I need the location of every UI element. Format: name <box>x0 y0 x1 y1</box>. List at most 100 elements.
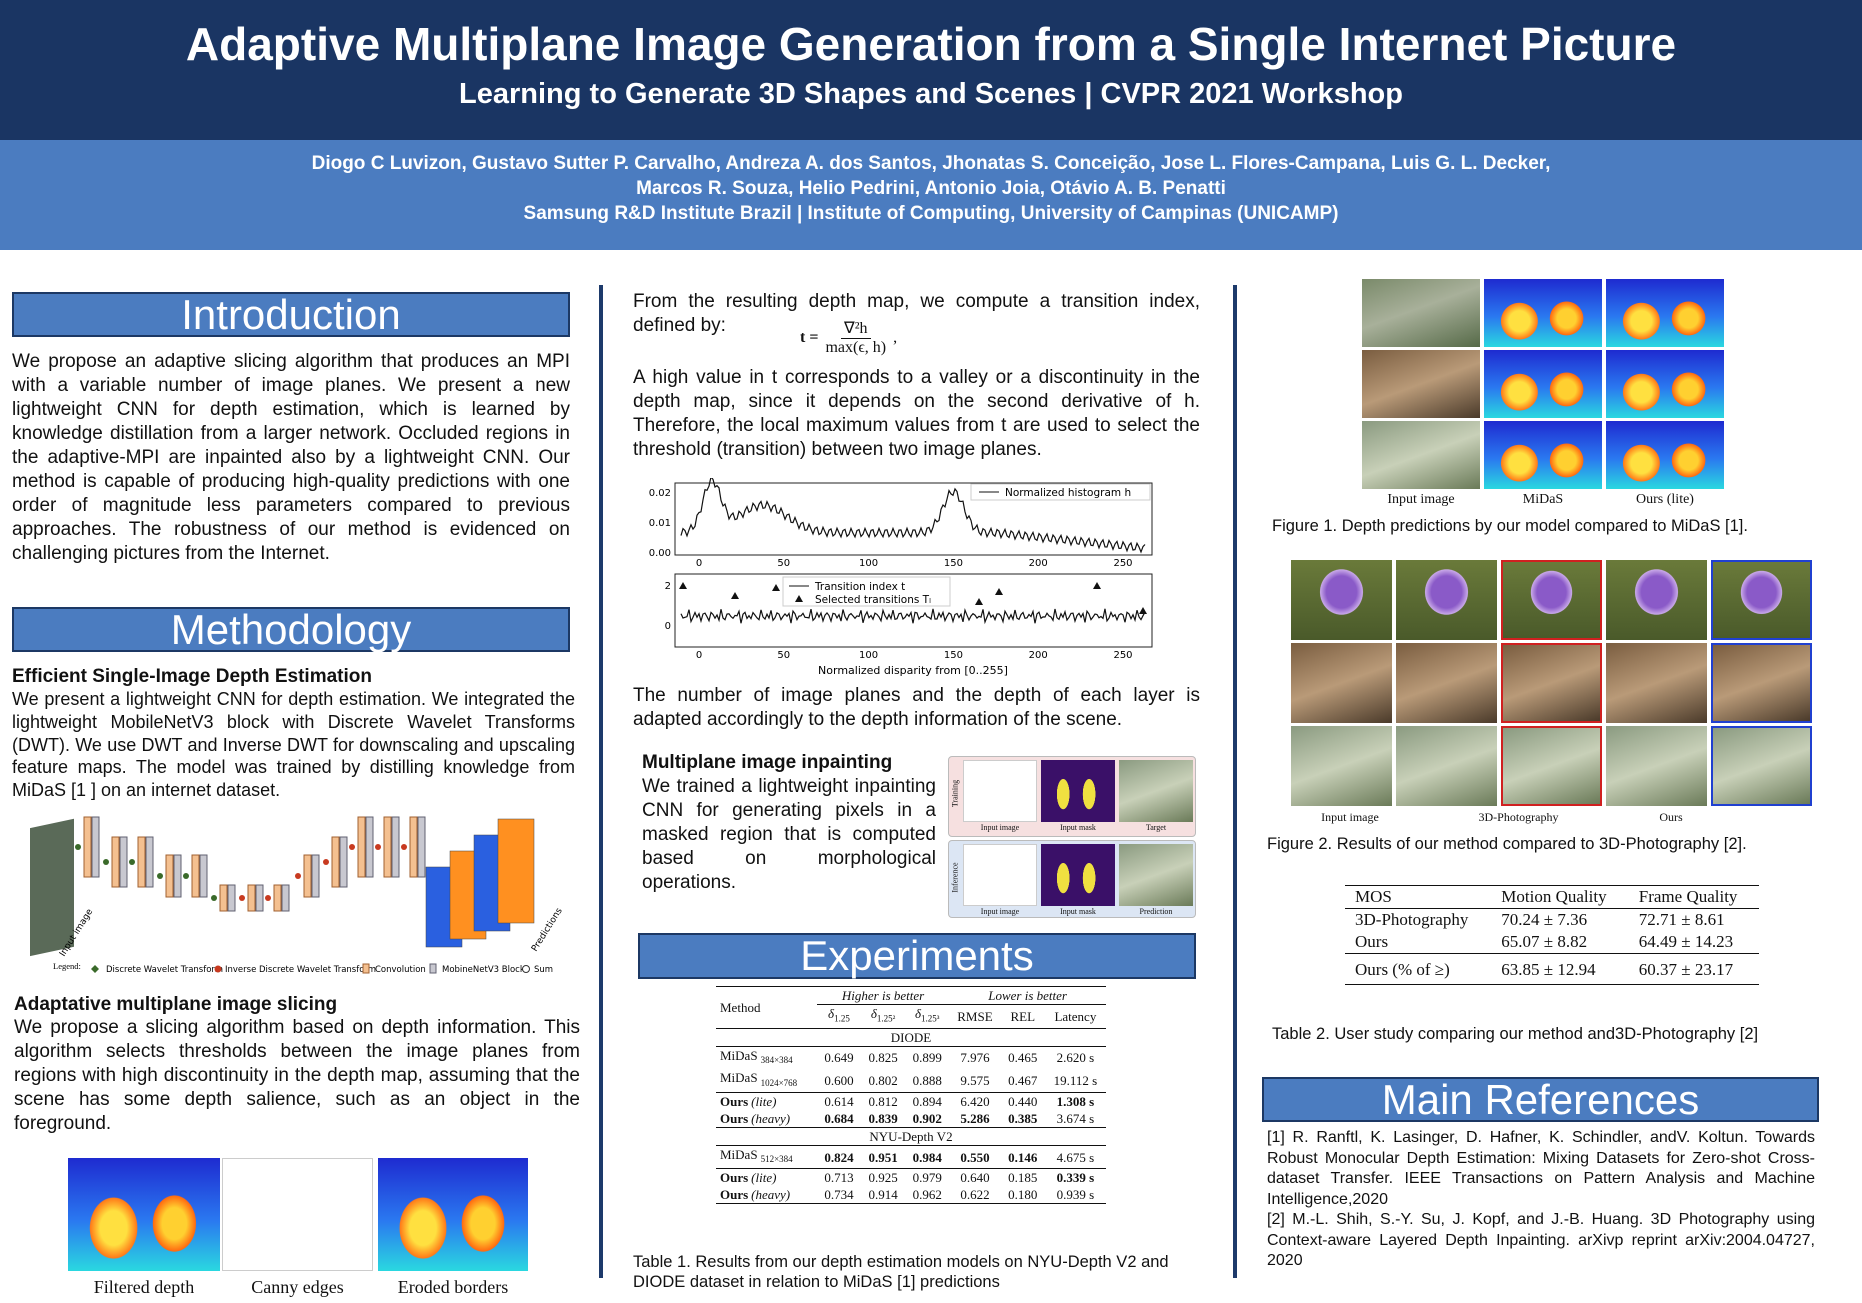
value-cell: 0.465 <box>1008 1050 1038 1066</box>
figure-image <box>1484 350 1602 418</box>
section-heading: Introduction <box>12 292 570 337</box>
method-header: Method <box>720 999 761 1015</box>
inpaint-panel: Training Input image Input mask Target <box>948 756 1196 837</box>
column-symbol: δ <box>870 1006 877 1021</box>
transition-marker <box>772 584 780 591</box>
legend-icon <box>522 965 530 973</box>
legend-text: Inverse Discrete Wavelet Transform <box>225 965 376 975</box>
subsection-title: Efficient Single-Image Depth Estimation <box>12 666 372 687</box>
dwt-node <box>349 844 355 850</box>
x-tick-label: 0 <box>696 558 702 569</box>
column-symbol: δ <box>828 1006 835 1021</box>
mobilenet-block <box>255 884 264 912</box>
section-heading: Methodology <box>12 607 570 652</box>
table-cell: Ours <box>1355 932 1389 951</box>
conv-block <box>331 836 340 888</box>
transition-conclusion: The number of image planes and the depth… <box>633 685 1200 730</box>
value-cell: 0.385 <box>1008 1110 1038 1126</box>
x-tick-label: 50 <box>777 650 790 661</box>
image-label: Ours (lite) <box>1636 492 1694 507</box>
value-cell: 0.339 s <box>1056 1170 1095 1186</box>
table-row: Ours 65.07 ± 8.82 64.49 ± 14.23 <box>1345 931 1759 954</box>
inpaint-image <box>1119 760 1193 822</box>
transition-curve <box>680 608 1146 625</box>
user-study-table: MOS Motion Quality Frame Quality 3D-Photogr… <box>1345 885 1759 985</box>
mobilenet-block <box>199 854 208 898</box>
figure-image <box>1606 421 1724 489</box>
y-tick-label: 0.01 <box>649 518 671 529</box>
mobilenet-block <box>391 816 400 878</box>
figure-image <box>1484 421 1602 489</box>
value-cell: 0.824 <box>824 1149 854 1165</box>
value-cell: 0.888 <box>912 1072 942 1088</box>
header-row: Method Higher is better Lower is better <box>716 986 1106 1015</box>
method-name: Ours <box>720 1110 749 1126</box>
intro-text: We propose an adaptive slicing algorithm… <box>12 351 570 564</box>
subsection-title: Adaptative multiplane image slicing <box>14 994 338 1015</box>
eroded-borders-image <box>378 1158 528 1271</box>
formula-fraction: ∇²h max(ϵ, h) <box>822 318 889 357</box>
table-row: Ours (lite) 0.713 0.925 0.979 0.640 0.185 0.339… <box>716 1168 1106 1187</box>
prediction-map <box>497 818 535 924</box>
legend-text: Transition index t <box>814 581 905 593</box>
figure-image <box>1362 350 1480 418</box>
figure-image <box>1606 560 1707 640</box>
affiliation-line: Samsung R&D Institute Brazil | Institute… <box>523 203 1339 224</box>
histogram-curve <box>680 478 1146 554</box>
value-cell: 1.308 s <box>1056 1093 1095 1109</box>
x-axis-label: Normalized disparity from [0..255] <box>818 664 1008 677</box>
author-line: Marcos R. Souza, Helio Pedrini, Antonio … <box>636 178 1226 199</box>
image-label: Input image <box>980 907 1020 916</box>
inpainting-text: We trained a lightweight inpainting CNN … <box>642 776 936 893</box>
value-cell: 3.674 s <box>1056 1110 1095 1126</box>
y-tick-label: 0 <box>665 621 671 632</box>
value-cell: 19.112 s <box>1053 1072 1098 1088</box>
column-header: δ1.25² <box>861 1005 905 1029</box>
figure-image <box>1291 726 1392 806</box>
figure-image <box>1362 279 1480 347</box>
value-cell: 7.976 <box>960 1050 990 1066</box>
plot-frame <box>674 482 1153 556</box>
conv-block <box>273 884 282 912</box>
column-header: Latency <box>1045 1005 1106 1029</box>
legend-icon <box>214 965 222 973</box>
transition-marker <box>1093 582 1101 589</box>
table-row: MiDaS 512×384 0.824 0.951 0.984 0.550 0.146 4.6… <box>716 1145 1106 1169</box>
mobilenet-block <box>339 836 348 888</box>
method-cell: MiDaS 512×384 <box>716 1145 817 1169</box>
reference: [1] R. Ranftl, K. Lasinger, D. Hafner, K… <box>1267 1129 1815 1208</box>
x-tick-label: 50 <box>777 558 790 569</box>
y-tick-label: 2 <box>665 581 671 592</box>
figure-caption: Figure 1. Depth predictions by our model… <box>1272 517 1748 535</box>
legend-text: MobineNetV3 Block <box>442 965 525 975</box>
value-cell: 0.802 <box>868 1072 898 1088</box>
table-cell: 65.07 ± 8.82 <box>1501 932 1588 951</box>
formula-numerator: ∇²h <box>841 318 871 339</box>
method-cell: Ours (lite) <box>716 1092 817 1110</box>
canny-edges-image <box>222 1158 373 1271</box>
value-cell: 0.962 <box>912 1187 942 1203</box>
table-cell: Ours (% of ≥) <box>1355 960 1450 979</box>
x-tick-label: 100 <box>859 650 878 661</box>
section-name: DIODE <box>890 1029 932 1045</box>
inpaint-panel: Inference Input image Input mask Prediction <box>948 840 1196 918</box>
section-name: NYU-Depth V2 <box>869 1128 953 1144</box>
legend-icon <box>429 963 437 974</box>
value-cell: 0.914 <box>868 1187 898 1203</box>
figure-image <box>1711 726 1812 806</box>
legend-text: Discrete Wavelet Transform <box>106 965 223 975</box>
method-name: Ours <box>720 1170 749 1186</box>
architecture-figure: Input image Predictions Legend: Discrete… <box>30 816 565 975</box>
figure-image <box>1362 421 1480 489</box>
legend-box <box>782 576 951 607</box>
x-tick-label: 200 <box>1029 558 1048 569</box>
architecture-blocks <box>75 816 535 948</box>
conv-block <box>165 854 174 898</box>
conv-block <box>83 816 92 878</box>
table-caption: Table 1. Results from our depth estimati… <box>633 1253 1169 1291</box>
x-tick-label: 100 <box>859 558 878 569</box>
transition-explanation: A high value in t corresponds to a valle… <box>633 367 1200 460</box>
column-header: REL <box>1001 1005 1045 1029</box>
method-name: Ours <box>720 1187 749 1203</box>
figure-image <box>1501 643 1602 723</box>
